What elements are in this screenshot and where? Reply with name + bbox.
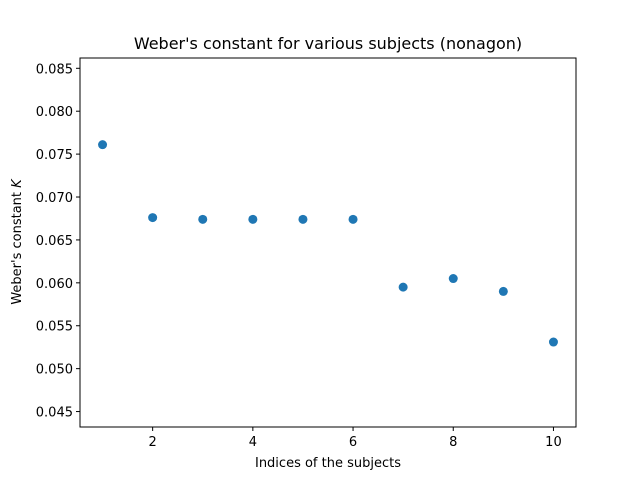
data-point xyxy=(398,282,408,292)
x-tick-label: 10 xyxy=(545,435,562,450)
y-axis-label-text: Weber's constant xyxy=(10,188,25,305)
data-point xyxy=(348,214,358,224)
data-point xyxy=(248,214,258,224)
y-tick-label: 0.065 xyxy=(36,234,73,249)
y-axis-label-symbol: K xyxy=(10,178,25,188)
y-tick-label: 0.075 xyxy=(36,148,73,163)
plot-area xyxy=(79,57,577,428)
chart-title: Weber's constant for various subjects (n… xyxy=(134,34,522,53)
y-tick-label: 0.060 xyxy=(36,277,73,292)
data-point xyxy=(198,214,208,224)
x-axis: 2 4 6 8 10 xyxy=(149,427,562,450)
x-tick-label: 2 xyxy=(149,435,157,450)
y-tick-label: 0.045 xyxy=(36,406,73,421)
data-point xyxy=(298,214,308,224)
y-tick-label: 0.080 xyxy=(36,105,73,120)
data-point xyxy=(148,213,158,223)
y-tick-label: 0.055 xyxy=(36,320,73,335)
x-tick-label: 6 xyxy=(349,435,357,450)
y-axis-label: Weber's constant K xyxy=(10,178,25,305)
y-tick-label: 0.070 xyxy=(36,191,73,206)
x-tick-label: 4 xyxy=(249,435,257,450)
data-points xyxy=(98,140,558,347)
x-axis-label: Indices of the subjects xyxy=(255,456,401,471)
data-point xyxy=(98,140,108,150)
y-tick-label: 0.050 xyxy=(36,363,73,378)
data-point xyxy=(448,274,458,284)
x-tick-label: 8 xyxy=(449,435,457,450)
data-point xyxy=(548,337,558,347)
y-axis: 0.045 0.050 0.055 0.060 0.065 0.070 0.075 0.080… xyxy=(36,62,80,421)
y-tick-label: 0.085 xyxy=(36,62,73,77)
data-point xyxy=(498,286,508,296)
